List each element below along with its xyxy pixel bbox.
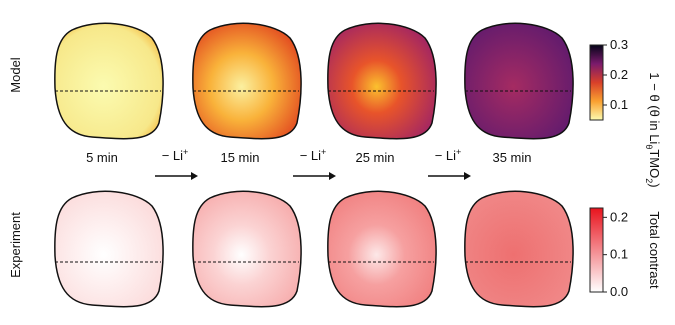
particle [193, 23, 301, 138]
step-label: − Li+ [435, 147, 462, 163]
time-label: 35 min [492, 150, 531, 165]
particle-shape [328, 23, 436, 138]
particle-shape [465, 23, 573, 138]
time-label: 15 min [220, 150, 259, 165]
arrow-head [464, 172, 471, 180]
tick-label: 0.2 [610, 67, 628, 82]
step-sup: + [183, 147, 188, 157]
particle [193, 191, 301, 306]
particle-shape [193, 23, 301, 138]
colorbar-label: 1 − θ (θ in LiθTMO2) [644, 72, 662, 187]
particle [328, 23, 436, 138]
particle-shape [465, 191, 573, 306]
colorbar-label: Total contrast [647, 211, 662, 289]
particle [465, 191, 573, 306]
step-label: − Li+ [162, 147, 189, 163]
step-sup: + [456, 147, 461, 157]
label-part: TMO [647, 149, 662, 178]
particle-shape [55, 191, 163, 306]
step-label: − Li+ [300, 147, 327, 163]
particle [55, 191, 163, 306]
row-label: Model [8, 57, 23, 93]
tick-label: 0.0 [610, 284, 628, 299]
step-text: − Li [300, 148, 321, 163]
row-label: Experiment [8, 212, 23, 278]
step-text: − Li [162, 148, 183, 163]
label-part: 1 − θ (θ in Li [647, 72, 662, 144]
arrow-head [191, 172, 198, 180]
figure: Model Experiment 1 − θ (θ in LiθTMO2) To… [0, 0, 675, 320]
step-text: − Li [435, 148, 456, 163]
tick-label: 0.2 [610, 209, 628, 224]
label-part: ) [647, 183, 662, 187]
tick-label: 0.1 [610, 97, 628, 112]
particle [465, 23, 573, 138]
colorbar [590, 45, 603, 120]
particle-shape [55, 23, 163, 138]
particle-shape [328, 191, 436, 306]
particle [328, 191, 436, 306]
tick-label: 0.3 [610, 37, 628, 52]
particle-shape [193, 191, 301, 306]
arrow-head [329, 172, 336, 180]
particle [55, 23, 163, 138]
time-label: 25 min [355, 150, 394, 165]
tick-label: 0.1 [610, 247, 628, 262]
time-label: 5 min [86, 150, 118, 165]
step-sup: + [321, 147, 326, 157]
colorbar [590, 208, 603, 292]
